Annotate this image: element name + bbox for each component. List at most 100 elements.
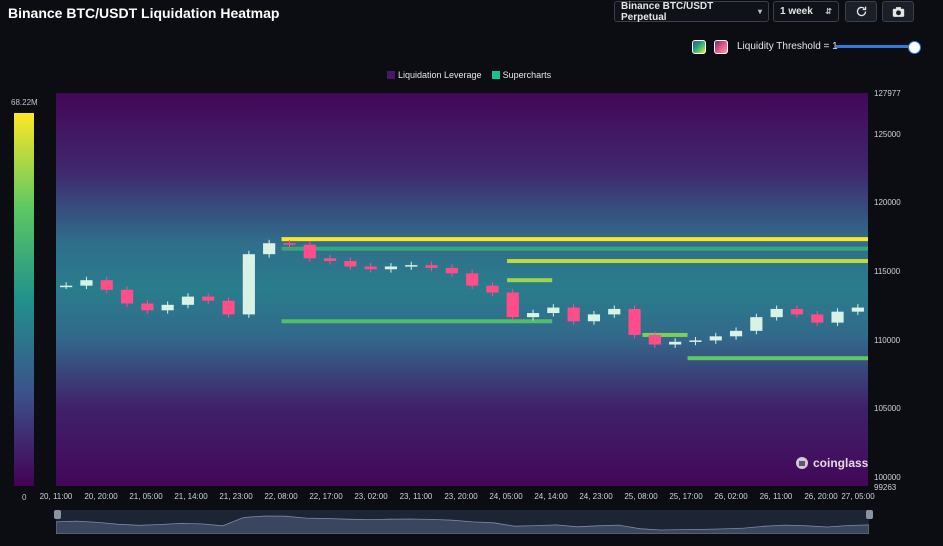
legend-item-leverage[interactable]: Liquidation Leverage: [387, 70, 482, 80]
x-tick-label: 24, 14:00: [534, 492, 568, 501]
threshold-label: Liquidity Threshold = 1: [737, 41, 838, 52]
candle-body: [628, 308, 641, 335]
screenshot-button[interactable]: [882, 1, 914, 22]
x-tick-label: 26, 11:00: [759, 492, 793, 501]
colorscale-bar: [14, 113, 34, 486]
colorscale-min-label: 0: [22, 493, 27, 502]
x-tick-label: 25, 08:00: [624, 492, 658, 501]
candle-body: [831, 311, 844, 323]
candle-body: [202, 296, 215, 301]
x-tick-label: 23, 20:00: [444, 492, 478, 501]
x-tick-label: 24, 05:00: [489, 492, 523, 501]
candle-body: [506, 292, 519, 318]
viridis-theme-toggle[interactable]: [692, 40, 706, 54]
threshold-slider-track[interactable]: [835, 45, 915, 48]
candle-body: [790, 308, 804, 315]
y-tick-label: 99263: [874, 483, 897, 492]
candle-body: [811, 314, 824, 323]
candle-body: [567, 307, 580, 322]
navigator-left-handle[interactable]: [54, 510, 61, 519]
liquidity-band: [281, 237, 868, 242]
candle-body: [344, 261, 357, 267]
candle-body: [161, 304, 174, 311]
y-tick-label: 105000: [874, 404, 901, 413]
y-tick-label: 125000: [874, 130, 901, 139]
navigator-right-handle[interactable]: [866, 510, 873, 519]
range-select[interactable]: 1 week ⇵: [773, 1, 839, 22]
camera-icon: [892, 6, 904, 17]
candle-body: [283, 243, 296, 245]
refresh-button[interactable]: [845, 1, 877, 22]
heatmap-svg: [56, 93, 868, 486]
stepper-icon: ⇵: [825, 7, 832, 16]
range-select-value: 1 week: [780, 6, 813, 17]
pink-theme-toggle[interactable]: [714, 40, 728, 54]
candle-body: [141, 303, 154, 311]
legend-swatch: [387, 71, 395, 79]
caret-down-icon: ▾: [757, 7, 762, 16]
refresh-icon: [856, 6, 866, 17]
candle-body: [689, 340, 702, 342]
x-tick-label: 22, 17:00: [309, 492, 343, 501]
candle-body: [405, 265, 418, 267]
x-tick-label: 23, 02:00: [354, 492, 388, 501]
legend-item-supercharts[interactable]: Supercharts: [491, 70, 552, 80]
coinglass-logo-icon: [796, 457, 808, 469]
x-tick-label: 20, 20:00: [84, 492, 118, 501]
candle-body: [242, 254, 255, 315]
candle-body: [263, 243, 276, 255]
candle-body: [466, 273, 479, 286]
x-tick-label: 20, 11:00: [39, 492, 73, 501]
x-tick-label: 25, 17:00: [669, 492, 703, 501]
x-tick-label: 27, 05:00: [841, 492, 875, 501]
candle-body: [445, 267, 458, 274]
candle-body: [729, 330, 743, 337]
heatmap-background: [56, 93, 868, 486]
candle-body: [750, 317, 763, 331]
candle-body: [222, 300, 235, 315]
x-tick-label: 21, 14:00: [174, 492, 208, 501]
x-tick-label: 26, 20:00: [804, 492, 838, 501]
symbol-select-value: Binance BTC/USDT Perpetual: [621, 0, 714, 23]
y-tick-label: 115000: [874, 267, 901, 276]
liquidity-band: [281, 319, 553, 324]
navigator-sparkline: [55, 515, 870, 535]
y-tick-label: 127977: [874, 89, 901, 98]
candle-body: [669, 341, 682, 345]
liquidity-band: [642, 332, 688, 337]
threshold-slider-thumb[interactable]: [908, 41, 921, 54]
candle-body: [100, 280, 113, 290]
x-tick-label: 21, 23:00: [219, 492, 253, 501]
x-tick-label: 21, 05:00: [129, 492, 163, 501]
y-tick-label: 120000: [874, 198, 901, 207]
x-tick-label: 24, 23:00: [579, 492, 613, 501]
candle-body: [851, 307, 864, 312]
candle-body: [770, 308, 783, 318]
candle-body: [364, 266, 377, 270]
legend-label: Supercharts: [502, 70, 552, 80]
candle-body: [608, 308, 621, 315]
liquidity-band: [687, 356, 868, 361]
candle-body: [384, 266, 398, 270]
candle-body: [587, 314, 601, 322]
candle-body: [547, 307, 560, 314]
candle-body: [181, 296, 195, 305]
candle-body: [120, 289, 134, 304]
x-tick-label: 22, 08:00: [264, 492, 298, 501]
candle-body: [303, 244, 316, 259]
x-tick-label: 23, 11:00: [399, 492, 433, 501]
candle-body: [425, 265, 438, 268]
candle-body: [648, 334, 661, 345]
candle-body: [486, 285, 499, 293]
colorscale-max-label: 68.22M: [11, 98, 38, 107]
legend-label: Liquidation Leverage: [398, 70, 482, 80]
symbol-select[interactable]: Binance BTC/USDT Perpetual ▾: [614, 0, 769, 23]
candle-body: [60, 285, 73, 288]
liquidity-band: [281, 246, 868, 251]
time-navigator[interactable]: [55, 510, 870, 535]
heatmap-chart[interactable]: [56, 93, 868, 486]
liquidity-band: [507, 278, 553, 283]
candle-body: [323, 258, 337, 262]
watermark-text: coinglass: [813, 456, 869, 470]
legend-swatch: [491, 71, 500, 79]
